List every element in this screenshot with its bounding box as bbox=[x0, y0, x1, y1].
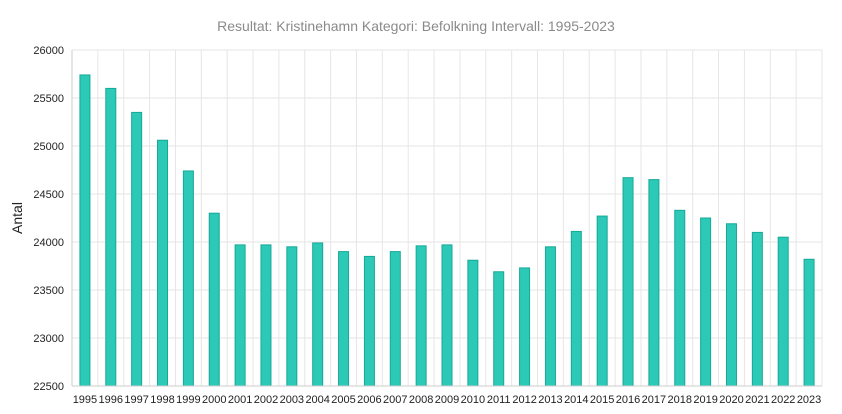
bar-2003[interactable] bbox=[286, 246, 298, 387]
bar-2013[interactable] bbox=[544, 246, 556, 387]
x-tick-label: 2016 bbox=[616, 394, 640, 406]
y-tick-label: 22500 bbox=[33, 381, 64, 393]
x-tick-label: 1998 bbox=[150, 394, 174, 406]
y-tick-labels: 22500 23000 23500 24000 24500 25000 25500 26000 bbox=[33, 45, 64, 393]
x-tick-label: 2002 bbox=[254, 394, 278, 406]
bar-2012[interactable] bbox=[519, 267, 531, 387]
x-tick-label: 1997 bbox=[124, 394, 148, 406]
bar-2022[interactable] bbox=[777, 236, 789, 387]
x-tick-label: 2001 bbox=[228, 394, 252, 406]
chart-title: Resultat: Kristinehamn Kategori: Befolkn… bbox=[217, 18, 615, 34]
bar-2001[interactable] bbox=[234, 244, 246, 387]
bar-2020[interactable] bbox=[725, 223, 737, 387]
bar-1998[interactable] bbox=[157, 139, 169, 387]
bar-2023[interactable] bbox=[803, 258, 815, 387]
bar-2005[interactable] bbox=[338, 251, 350, 387]
bar-2011[interactable] bbox=[493, 271, 505, 387]
bar-1997[interactable] bbox=[131, 111, 143, 387]
y-tick-label: 25500 bbox=[33, 93, 64, 105]
x-tick-label: 2006 bbox=[357, 394, 381, 406]
y-tick-label: 23000 bbox=[33, 333, 64, 345]
bar-2010[interactable] bbox=[467, 259, 479, 387]
y-tick-label: 24000 bbox=[33, 237, 64, 249]
bar-1999[interactable] bbox=[182, 170, 194, 387]
x-tick-label: 2022 bbox=[771, 394, 795, 406]
y-tick-label: 25000 bbox=[33, 141, 64, 153]
bar-1996[interactable] bbox=[105, 87, 117, 387]
bar-2002[interactable] bbox=[260, 244, 272, 387]
x-tick-labels: 1995 1996 1997 1998 1999 2000 2001 2002 2003 2004… bbox=[73, 394, 822, 406]
bar-2014[interactable] bbox=[570, 230, 582, 387]
y-tick-label: 26000 bbox=[33, 45, 64, 57]
bar-2018[interactable] bbox=[674, 209, 686, 387]
x-tick-label: 2020 bbox=[719, 394, 743, 406]
x-tick-label: 2011 bbox=[487, 394, 511, 406]
bar-2021[interactable] bbox=[751, 231, 763, 387]
x-tick-label: 2009 bbox=[435, 394, 459, 406]
bars bbox=[79, 74, 815, 387]
x-tick-label: 2005 bbox=[331, 394, 355, 406]
x-tick-label: 2003 bbox=[280, 394, 304, 406]
x-tick-label: 2008 bbox=[409, 394, 433, 406]
bar-2000[interactable] bbox=[208, 212, 220, 387]
x-tick-label: 2010 bbox=[461, 394, 485, 406]
y-tick-label: 24500 bbox=[33, 189, 64, 201]
x-tick-label: 2012 bbox=[512, 394, 536, 406]
bar-2016[interactable] bbox=[622, 177, 634, 387]
bar-2019[interactable] bbox=[700, 217, 712, 387]
x-tick-label: 2004 bbox=[305, 394, 329, 406]
grid-lines bbox=[71, 49, 823, 387]
bar-2009[interactable] bbox=[441, 244, 453, 387]
bar-2006[interactable] bbox=[363, 255, 375, 387]
x-tick-label: 2019 bbox=[693, 394, 717, 406]
x-tick-label: 1999 bbox=[176, 394, 200, 406]
x-tick-label: 2017 bbox=[642, 394, 666, 406]
y-axis-label: Antal bbox=[9, 202, 25, 234]
bar-2015[interactable] bbox=[596, 215, 608, 387]
y-tick-label: 23500 bbox=[33, 285, 64, 297]
x-tick-label: 2021 bbox=[745, 394, 769, 406]
bar-1995[interactable] bbox=[79, 74, 91, 387]
x-tick-label: 1996 bbox=[99, 394, 123, 406]
x-tick-label: 2000 bbox=[202, 394, 226, 406]
bar-2007[interactable] bbox=[389, 251, 401, 387]
x-tick-label: 2007 bbox=[383, 394, 407, 406]
x-tick-label: 2018 bbox=[668, 394, 692, 406]
x-tick-label: 1995 bbox=[73, 394, 97, 406]
bar-2004[interactable] bbox=[312, 242, 324, 387]
bar-2008[interactable] bbox=[415, 245, 427, 387]
x-tick-label: 2015 bbox=[590, 394, 614, 406]
x-tick-label: 2023 bbox=[797, 394, 821, 406]
bar-2017[interactable] bbox=[648, 179, 660, 387]
x-tick-label: 2014 bbox=[564, 394, 588, 406]
x-tick-label: 2013 bbox=[538, 394, 562, 406]
